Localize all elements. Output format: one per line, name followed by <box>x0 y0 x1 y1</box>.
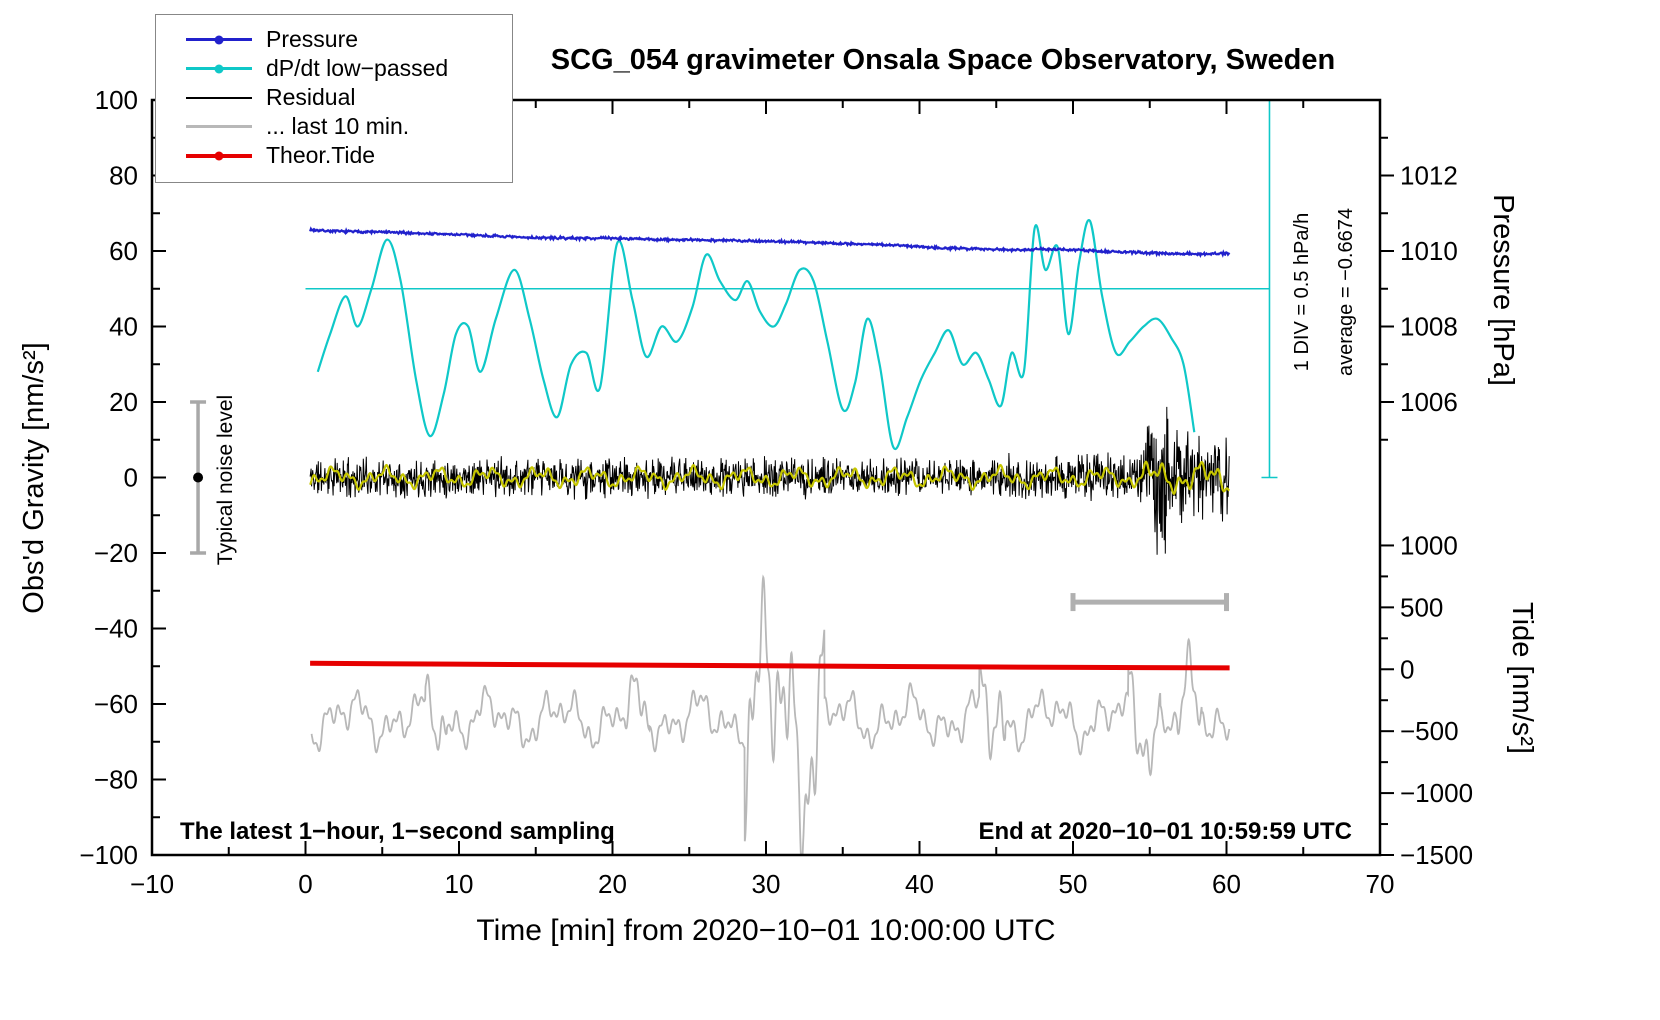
pressure-tick-label: 1008 <box>1400 312 1458 342</box>
tide-tick-label: −1500 <box>1400 840 1473 870</box>
chart-title: SCG_054 gravimeter Onsala Space Observat… <box>550 44 1336 76</box>
x-tick-label: 0 <box>298 869 312 899</box>
legend-label-residual: Residual <box>266 84 356 110</box>
y-axis-label-tide: Tide [nm/s²] <box>1506 601 1538 754</box>
pressure-tick-label: 1012 <box>1400 161 1458 191</box>
legend-label-dpdt: dP/dt low−passed <box>266 55 449 81</box>
legend-label-theor-tide: Theor.Tide <box>266 142 376 168</box>
gravity-tick-label: −100 <box>79 840 138 870</box>
legend-label-pressure: Pressure <box>266 26 359 52</box>
last10-line-icon <box>186 121 252 133</box>
legend-item-last10: ... last 10 min. <box>156 112 512 141</box>
legend: Pressure dP/dt low−passed Residual ... l… <box>155 14 513 183</box>
series-theor-tide <box>310 660 1230 671</box>
average-annotation: average = −0.6674 <box>1335 208 1357 376</box>
tide-tick-label: 1000 <box>1400 530 1458 560</box>
series-residual <box>309 406 1230 555</box>
gravity-tick-label: −60 <box>94 689 138 719</box>
pressure-tick-label: 1010 <box>1400 236 1458 266</box>
gravity-tick-label: −80 <box>94 765 138 795</box>
series-pressure <box>309 226 1231 258</box>
legend-item-pressure: Pressure <box>156 25 512 54</box>
x-tick-label: 50 <box>1059 869 1088 899</box>
series-group <box>309 219 1231 855</box>
gravity-tick-label: 20 <box>109 387 138 417</box>
pressure-line-icon <box>186 34 252 46</box>
x-tick-label: 30 <box>752 869 781 899</box>
x-tick-label: 20 <box>598 869 627 899</box>
dpdt-line-icon <box>186 63 252 75</box>
gravity-tick-label: −20 <box>94 538 138 568</box>
tide-tick-label: −1000 <box>1400 778 1473 808</box>
pressure-tick-label: 1006 <box>1400 387 1458 417</box>
tide-tick-label: −500 <box>1400 716 1459 746</box>
scale-division-annotation: 1 DIV = 0.5 hPa/h <box>1291 212 1313 372</box>
legend-item-theor-tide: Theor.Tide <box>156 141 512 170</box>
legend-item-residual: Residual <box>156 83 512 112</box>
noise-level-dot <box>193 472 204 483</box>
x-tick-label: 70 <box>1366 869 1395 899</box>
x-axis-label: Time [min] from 2020−10−01 10:00:00 UTC <box>476 914 1056 947</box>
x-tick-label: 40 <box>905 869 934 899</box>
tide-tick-label: 0 <box>1400 654 1414 684</box>
legend-label-last10: ... last 10 min. <box>266 113 410 139</box>
tide-tick-label: 500 <box>1400 592 1443 622</box>
sampling-note: The latest 1−hour, 1−second sampling <box>180 818 615 845</box>
x-tick-label: −10 <box>130 869 174 899</box>
theor-tide-line-icon <box>186 150 252 162</box>
gravity-tick-label: 0 <box>124 463 138 493</box>
y-axis-label-gravity: Obs'd Gravity [nm/s²] <box>18 342 50 614</box>
gravity-tick-label: 60 <box>109 236 138 266</box>
series-last-10-min-residual <box>310 574 1231 855</box>
y-axis-label-pressure: Pressure [hPa] <box>1487 194 1519 386</box>
legend-item-dpdt: dP/dt low−passed <box>156 54 512 83</box>
gravity-tick-label: 100 <box>95 85 138 115</box>
x-tick-label: 10 <box>445 869 474 899</box>
series-dpdt-lowpassed <box>316 219 1196 451</box>
gravity-tick-label: −40 <box>94 614 138 644</box>
end-time-note: End at 2020−10−01 10:59:59 UTC <box>978 818 1352 845</box>
residual-line-icon <box>186 92 252 104</box>
gravity-tick-label: 80 <box>109 161 138 191</box>
gravity-tick-label: 40 <box>109 312 138 342</box>
x-tick-label: 60 <box>1212 869 1241 899</box>
series-residual-lowpassed <box>309 460 1230 496</box>
noise-level-label: Typical noise level <box>214 394 237 566</box>
